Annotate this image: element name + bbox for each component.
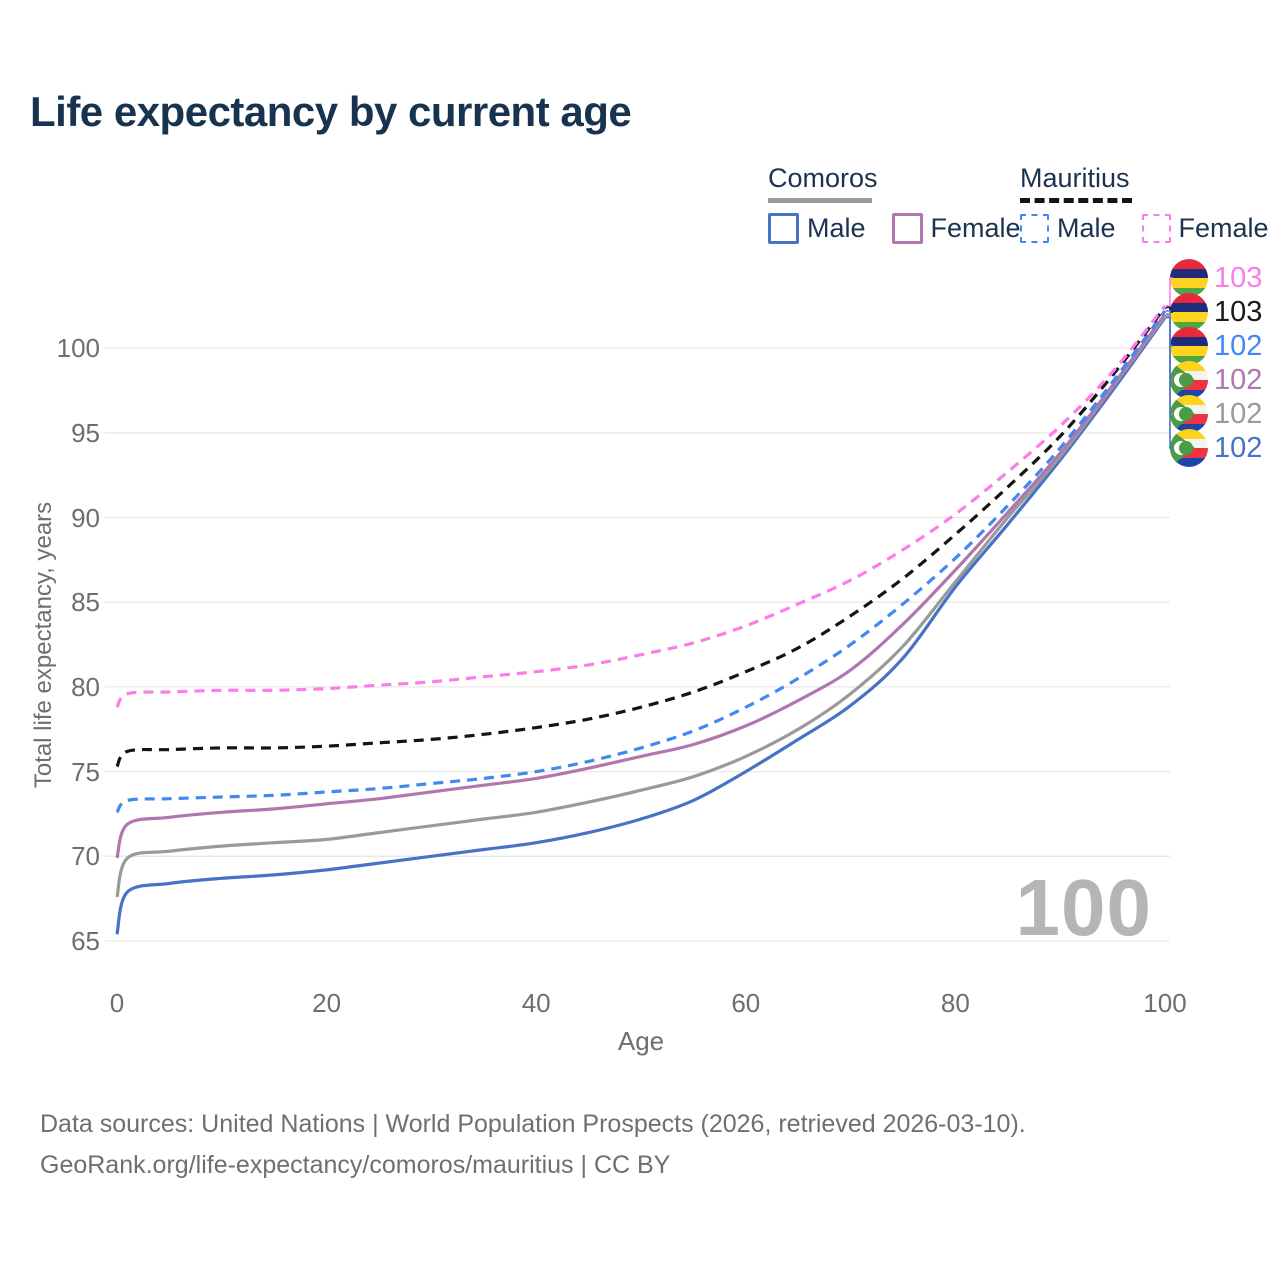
series-line-comoros-both-sexes[interactable] [115, 314, 1167, 898]
y-tick-100: 100 [56, 333, 100, 364]
comoros-line-sample [768, 198, 872, 203]
footer: Data sources: United Nations | World Pop… [40, 1104, 1026, 1186]
end-label-row: 103 [1170, 293, 1262, 331]
end-value-comoros-total: 102 [1214, 397, 1263, 430]
comoros-flag-icon [1170, 361, 1208, 399]
age-frame-watermark: 100 [1015, 863, 1152, 952]
end-label-row: 102 [1170, 395, 1262, 433]
series-line-mauritius-both-sexes[interactable] [115, 306, 1167, 768]
x-tick-80: 80 [940, 988, 970, 1018]
y-tick-65: 65 [71, 926, 100, 956]
legend-label-mauritius-female[interactable]: Female [1178, 213, 1269, 243]
legend-label-comoros-female[interactable]: Female [930, 213, 1021, 243]
x-tick-40: 40 [521, 988, 551, 1018]
attribution-link[interactable]: GeoRank.org/life-expectancy/comoros/maur… [40, 1151, 671, 1179]
legend-group-mauritius: Mauritius Male Female [1020, 163, 1269, 244]
x-tick-100: 100 [1143, 988, 1187, 1018]
end-value-mauritius-total: 103 [1214, 295, 1263, 328]
comoros-flag-icon [1170, 429, 1208, 467]
mauritius-female-swatch[interactable] [1141, 214, 1171, 243]
end-value-comoros-male: 102 [1214, 431, 1263, 464]
mauritius-flag-icon [1170, 293, 1208, 331]
y-tick-75: 75 [71, 756, 100, 787]
legend-country-comoros[interactable]: Comoros [768, 163, 878, 193]
page-title: Life expectancy by current age [30, 88, 632, 135]
mauritius-male-swatch[interactable] [1020, 214, 1049, 243]
y-axis-title: Total life expectancy, years [30, 501, 57, 789]
comoros-flag-icon [1170, 395, 1208, 433]
y-tick-95: 95 [71, 417, 100, 448]
end-label-row: 103 [1170, 259, 1262, 297]
series-line-comoros-male[interactable] [115, 316, 1167, 935]
series-line-comoros-female[interactable] [115, 313, 1167, 859]
end-label-row: 102 [1170, 361, 1262, 399]
y-tick-70: 70 [71, 841, 100, 872]
x-tick-20: 20 [312, 988, 342, 1018]
y-tick-90: 90 [71, 502, 100, 533]
end-label-row: 102 [1170, 429, 1262, 467]
mauritius-line-sample [1020, 198, 1132, 203]
x-axis-title: Age [617, 1026, 665, 1056]
x-tick-0: 0 [109, 988, 125, 1018]
legend-group-comoros: Comoros Male Female [768, 163, 1021, 244]
end-value-comoros-female: 102 [1214, 363, 1263, 396]
y-tick-85: 85 [71, 587, 100, 618]
data-sources-text: Data sources: United Nations | World Pop… [40, 1110, 1026, 1138]
legend-label-mauritius-male[interactable]: Male [1057, 213, 1116, 243]
series-line-mauritius-female[interactable] [115, 304, 1167, 709]
comoros-female-swatch[interactable] [891, 213, 923, 244]
end-value-mauritius-male: 102 [1214, 329, 1263, 362]
x-tick-60: 60 [731, 988, 761, 1018]
legend-country-mauritius[interactable]: Mauritius [1020, 163, 1130, 193]
end-label-row: 102 [1170, 327, 1262, 365]
mauritius-flag-icon [1170, 259, 1208, 297]
y-tick-80: 80 [71, 671, 100, 702]
legend-label-comoros-male[interactable]: Male [807, 213, 866, 243]
mauritius-flag-icon [1170, 327, 1208, 365]
comoros-male-swatch[interactable] [768, 213, 799, 244]
series-line-mauritius-male[interactable] [115, 309, 1167, 814]
end-value-mauritius-female: 103 [1214, 261, 1263, 294]
